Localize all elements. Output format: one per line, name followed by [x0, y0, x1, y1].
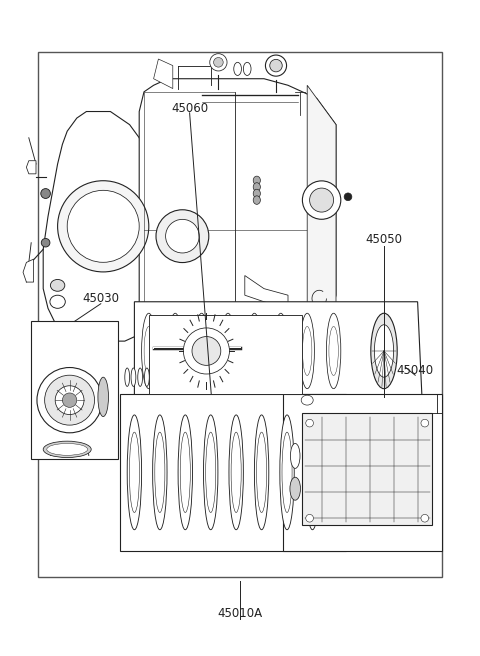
Ellipse shape: [50, 296, 65, 308]
Ellipse shape: [276, 327, 286, 375]
Circle shape: [338, 451, 348, 461]
Ellipse shape: [131, 368, 136, 386]
Polygon shape: [134, 302, 422, 407]
Ellipse shape: [168, 314, 182, 388]
Ellipse shape: [221, 314, 235, 388]
Polygon shape: [43, 112, 168, 341]
Bar: [144, 92, 235, 335]
Ellipse shape: [231, 432, 241, 512]
Ellipse shape: [180, 432, 190, 512]
Ellipse shape: [50, 295, 65, 308]
Polygon shape: [283, 394, 442, 551]
Ellipse shape: [280, 415, 294, 530]
Polygon shape: [31, 321, 118, 459]
Ellipse shape: [144, 327, 154, 375]
Polygon shape: [23, 259, 34, 282]
Ellipse shape: [253, 189, 261, 198]
Circle shape: [183, 328, 229, 374]
Ellipse shape: [204, 415, 218, 530]
Ellipse shape: [197, 327, 206, 375]
Ellipse shape: [305, 415, 320, 530]
Text: 45040: 45040: [396, 364, 434, 377]
Circle shape: [306, 514, 313, 522]
Ellipse shape: [47, 443, 88, 455]
Circle shape: [37, 367, 102, 433]
Ellipse shape: [300, 314, 314, 388]
Ellipse shape: [256, 432, 267, 512]
Ellipse shape: [170, 327, 180, 375]
Ellipse shape: [290, 443, 300, 468]
Ellipse shape: [307, 432, 318, 512]
Circle shape: [156, 210, 209, 262]
Text: 45010A: 45010A: [217, 607, 263, 620]
Circle shape: [421, 419, 429, 427]
Ellipse shape: [243, 62, 251, 75]
Ellipse shape: [194, 314, 209, 388]
Ellipse shape: [130, 432, 139, 512]
Ellipse shape: [282, 432, 292, 512]
Polygon shape: [26, 161, 36, 174]
Circle shape: [421, 514, 429, 522]
Ellipse shape: [223, 327, 233, 375]
Ellipse shape: [43, 441, 91, 458]
Circle shape: [166, 219, 199, 253]
Ellipse shape: [41, 239, 50, 247]
Circle shape: [192, 337, 221, 365]
Ellipse shape: [234, 62, 241, 75]
Circle shape: [45, 375, 95, 425]
Ellipse shape: [301, 395, 313, 405]
Circle shape: [306, 419, 313, 427]
Ellipse shape: [144, 368, 149, 386]
Circle shape: [62, 393, 77, 407]
Ellipse shape: [206, 432, 216, 512]
Polygon shape: [149, 315, 302, 394]
Polygon shape: [307, 85, 336, 341]
Bar: [302, 413, 432, 525]
Circle shape: [58, 180, 149, 272]
Circle shape: [302, 181, 341, 219]
Ellipse shape: [274, 314, 288, 388]
Ellipse shape: [142, 314, 156, 388]
Bar: [38, 52, 442, 577]
Ellipse shape: [178, 415, 192, 530]
Ellipse shape: [229, 415, 243, 530]
Ellipse shape: [50, 279, 65, 291]
Circle shape: [270, 59, 282, 72]
Ellipse shape: [371, 314, 397, 388]
Ellipse shape: [253, 176, 261, 185]
Circle shape: [214, 58, 223, 67]
Circle shape: [344, 193, 352, 201]
Text: 45050: 45050: [365, 233, 403, 246]
Circle shape: [55, 386, 84, 415]
Circle shape: [265, 55, 287, 76]
Ellipse shape: [326, 314, 341, 388]
Circle shape: [67, 190, 139, 262]
Ellipse shape: [153, 415, 167, 530]
Ellipse shape: [155, 432, 165, 512]
Ellipse shape: [253, 182, 261, 192]
Ellipse shape: [254, 415, 269, 530]
Ellipse shape: [125, 368, 130, 386]
Ellipse shape: [250, 327, 259, 375]
Ellipse shape: [253, 195, 261, 205]
Polygon shape: [139, 79, 336, 341]
Ellipse shape: [138, 368, 143, 386]
Polygon shape: [120, 394, 346, 551]
Text: 45030: 45030: [82, 292, 120, 305]
Polygon shape: [154, 59, 173, 89]
Ellipse shape: [127, 415, 142, 530]
Ellipse shape: [302, 327, 312, 375]
Polygon shape: [245, 276, 288, 308]
Text: 45060: 45060: [171, 102, 208, 115]
Ellipse shape: [374, 325, 394, 377]
Circle shape: [210, 54, 227, 71]
Ellipse shape: [247, 314, 262, 388]
Ellipse shape: [329, 327, 338, 375]
Circle shape: [310, 188, 334, 212]
Ellipse shape: [41, 189, 50, 199]
Ellipse shape: [290, 478, 300, 500]
Ellipse shape: [98, 377, 108, 417]
